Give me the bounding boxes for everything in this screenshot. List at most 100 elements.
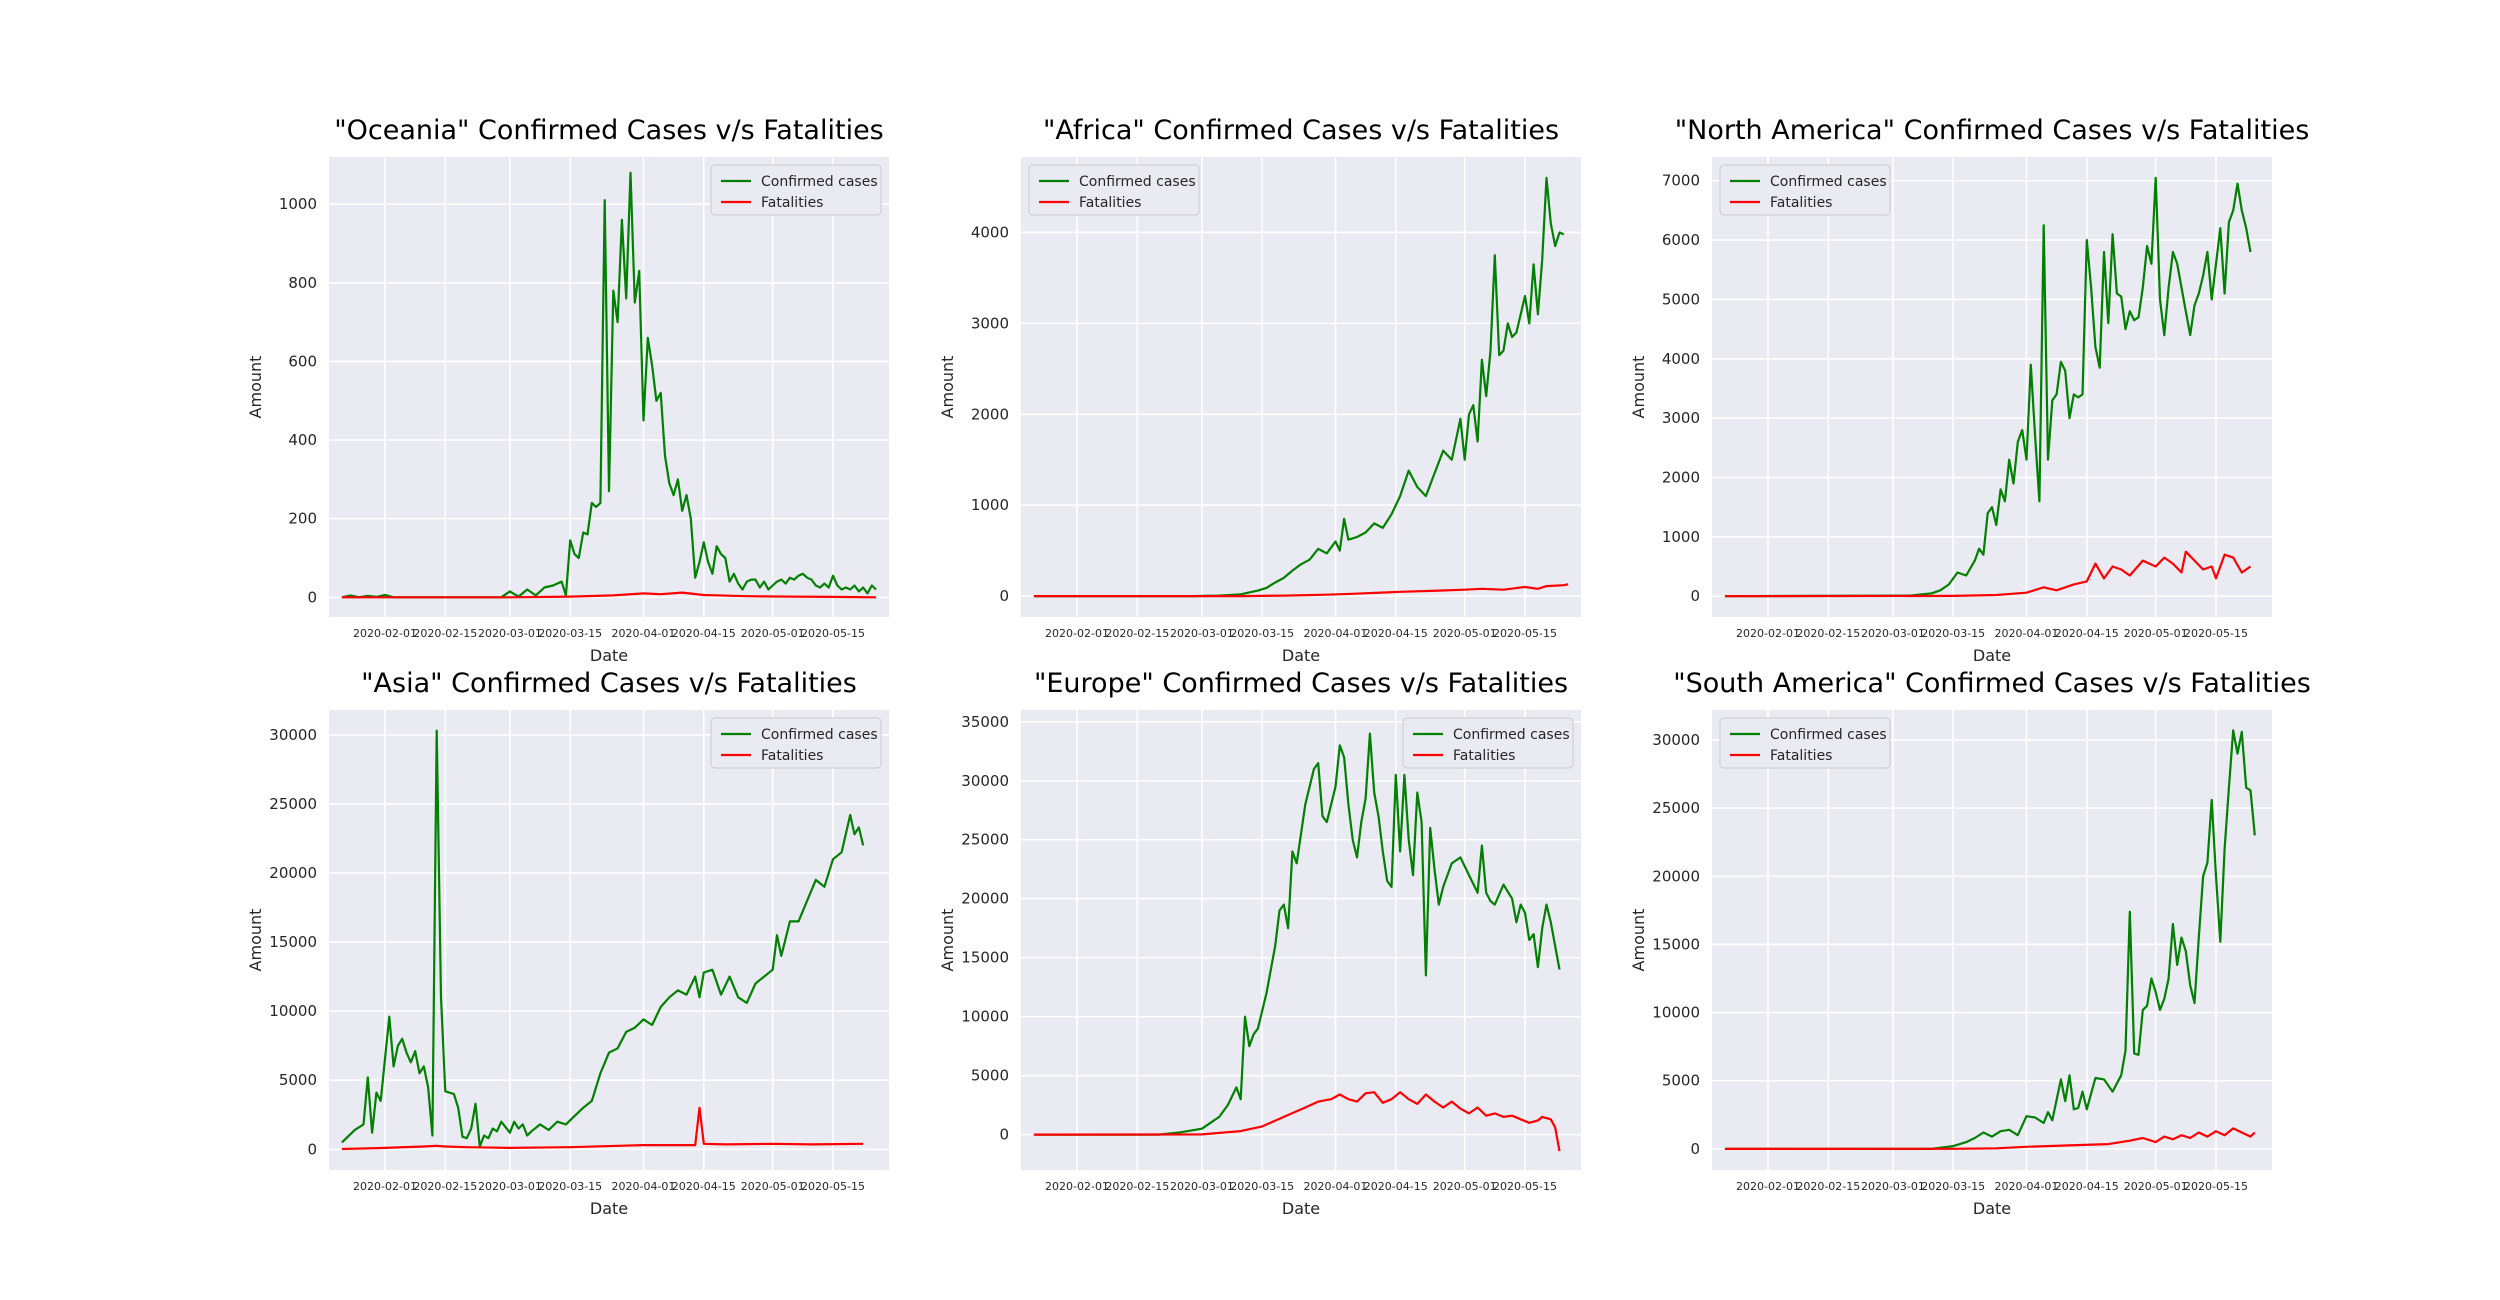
plot-area [329, 157, 889, 617]
y-axis-label: Amount [246, 909, 265, 972]
y-tick-label: 7000 [1662, 172, 1700, 190]
legend: Confirmed cases Fatalities [1402, 717, 1574, 769]
x-tick-label: 2020-05-15 [2184, 627, 2248, 640]
y-tick-label: 20000 [1652, 867, 1700, 885]
x-tick-label: 2020-04-01 [1994, 627, 2058, 640]
y-tick-label: 25000 [1652, 799, 1700, 817]
y-tick-label: 25000 [961, 831, 1009, 849]
plot-area [1712, 710, 2272, 1170]
y-axis-label: Amount [1629, 356, 1648, 419]
confirmed-cases-line [341, 171, 877, 599]
x-tick-label: 2020-04-01 [1303, 1180, 1367, 1193]
x-axis-label: Date [590, 646, 628, 665]
y-tick-label: 5000 [1662, 1072, 1700, 1090]
x-axis-label: Date [1973, 1199, 2011, 1218]
chart-title: "Europe" Confirmed Cases v/s Fatalities [1034, 668, 1568, 699]
legend-box [1719, 164, 1891, 216]
x-tick-label: 2020-04-15 [672, 627, 736, 640]
y-tick-label: 25000 [269, 795, 317, 813]
legend-label: Fatalities [1770, 195, 1832, 211]
chart-title: "Africa" Confirmed Cases v/s Fatalities [1043, 115, 1559, 146]
x-tick-label: 2020-04-01 [611, 1180, 675, 1193]
legend-label: Confirmed cases [761, 727, 878, 743]
y-tick-label: 1000 [1662, 528, 1700, 546]
y-tick-label: 30000 [269, 726, 317, 744]
chart-title: "Asia" Confirmed Cases v/s Fatalities [361, 668, 857, 699]
legend-label: Confirmed cases [761, 174, 878, 190]
x-tick-label: 2020-02-01 [1736, 1180, 1800, 1193]
x-tick-label: 2020-05-01 [2124, 1180, 2188, 1193]
y-tick-label: 15000 [961, 949, 1009, 967]
y-tick-label: 2000 [971, 405, 1009, 423]
x-tick-label: 2020-05-01 [1433, 1180, 1497, 1193]
x-tick-label: 2020-02-01 [353, 1180, 417, 1193]
x-tick-label: 2020-02-01 [1736, 627, 1800, 640]
y-tick-label: 0 [1690, 587, 1700, 605]
y-tick-label: 0 [307, 588, 317, 606]
plot-area [1712, 157, 2272, 617]
y-tick-label: 5000 [279, 1071, 317, 1089]
legend-label: Fatalities [761, 748, 823, 764]
x-tick-label: 2020-04-15 [1364, 1180, 1428, 1193]
x-tick-label: 2020-03-15 [1921, 1180, 1985, 1193]
x-tick-label: 2020-03-01 [1861, 1180, 1925, 1193]
y-tick-label: 0 [999, 1126, 1009, 1144]
legend-box [1028, 164, 1200, 216]
x-axis-label: Date [590, 1199, 628, 1218]
x-tick-label: 2020-05-01 [1433, 627, 1497, 640]
fatalities-line [341, 591, 877, 599]
x-tick-label: 2020-02-01 [1045, 1180, 1109, 1193]
y-tick-label: 15000 [269, 933, 317, 951]
y-tick-label: 5000 [971, 1067, 1009, 1085]
legend-label: Confirmed cases [1770, 727, 1887, 743]
y-tick-label: 20000 [961, 890, 1009, 908]
x-tick-label: 2020-04-15 [672, 1180, 736, 1193]
y-tick-label: 20000 [269, 864, 317, 882]
y-axis-label: Amount [938, 909, 957, 972]
y-tick-label: 0 [1690, 1140, 1700, 1158]
x-tick-label: 2020-02-15 [1105, 1180, 1169, 1193]
plot-area [1021, 710, 1581, 1170]
x-tick-label: 2020-03-01 [478, 627, 542, 640]
x-tick-label: 2020-05-01 [2124, 627, 2188, 640]
x-tick-label: 2020-02-15 [1105, 627, 1169, 640]
x-tick-label: 2020-03-15 [1921, 627, 1985, 640]
y-tick-label: 10000 [269, 1002, 317, 1020]
x-tick-label: 2020-03-01 [1170, 627, 1234, 640]
x-axis-label: Date [1282, 1199, 1320, 1218]
y-tick-label: 4000 [971, 223, 1009, 241]
x-tick-label: 2020-05-15 [2184, 1180, 2248, 1193]
fatalities-line [1033, 1091, 1561, 1152]
confirmed-cases-line [341, 729, 865, 1148]
y-tick-label: 1000 [971, 496, 1009, 514]
fatalities-line [1724, 1127, 2256, 1150]
y-tick-label: 800 [288, 274, 317, 292]
x-tick-label: 2020-03-15 [538, 627, 602, 640]
x-tick-label: 2020-03-01 [478, 1180, 542, 1193]
x-tick-label: 2020-02-15 [413, 1180, 477, 1193]
x-tick-label: 2020-03-15 [1230, 627, 1294, 640]
legend: Confirmed cases Fatalities [1719, 717, 1891, 769]
x-tick-label: 2020-02-15 [413, 627, 477, 640]
plot-area [1021, 157, 1581, 617]
legend-box [710, 164, 882, 216]
x-tick-label: 2020-03-01 [1861, 627, 1925, 640]
y-tick-label: 6000 [1662, 231, 1700, 249]
chart-title: "Oceania" Confirmed Cases v/s Fatalities [334, 115, 884, 146]
y-tick-label: 200 [288, 510, 317, 528]
y-tick-label: 3000 [971, 314, 1009, 332]
fatalities-line [341, 1106, 864, 1151]
chart-title: "North America" Confirmed Cases v/s Fata… [1675, 115, 2310, 146]
x-axis-label: Date [1973, 646, 2011, 665]
x-tick-label: 2020-05-15 [801, 1180, 865, 1193]
x-tick-label: 2020-02-01 [1045, 627, 1109, 640]
legend: Confirmed cases Fatalities [1719, 164, 1891, 216]
x-tick-label: 2020-05-01 [741, 1180, 805, 1193]
legend-label: Confirmed cases [1079, 174, 1196, 190]
x-tick-label: 2020-02-15 [1796, 1180, 1860, 1193]
confirmed-cases-line [1033, 176, 1565, 598]
y-tick-label: 35000 [961, 713, 1009, 731]
